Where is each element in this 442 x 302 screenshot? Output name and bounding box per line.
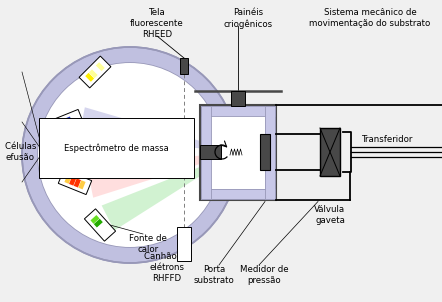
Bar (260, 134, 270, 170)
Bar (177, 227, 191, 261)
Polygon shape (74, 178, 81, 188)
Polygon shape (102, 152, 238, 230)
Polygon shape (85, 73, 94, 82)
Bar (211, 115, 265, 188)
Polygon shape (87, 152, 238, 198)
Text: Tela
fluorescente
RHEED: Tela fluorescente RHEED (130, 8, 184, 39)
Bar (200, 104, 276, 200)
Bar (201, 105, 211, 198)
Text: Canhão de
elétrons
RHFFD: Canhão de elétrons RHFFD (144, 252, 190, 283)
Polygon shape (89, 69, 98, 78)
Polygon shape (58, 169, 92, 194)
Polygon shape (66, 117, 73, 126)
Polygon shape (79, 56, 111, 88)
Polygon shape (94, 219, 103, 227)
Bar (201, 105, 275, 115)
Polygon shape (97, 223, 106, 231)
Bar (265, 105, 275, 198)
Bar (180, 58, 188, 74)
Polygon shape (84, 209, 116, 241)
Bar (201, 188, 275, 198)
Text: Válvula
gaveta: Válvula gaveta (314, 205, 346, 225)
Bar (200, 145, 221, 159)
Polygon shape (57, 120, 64, 129)
Bar (320, 128, 340, 176)
Polygon shape (50, 109, 84, 135)
Text: Células de
efusão: Células de efusão (5, 142, 50, 162)
Text: Espectrômetro de massa: Espectrômetro de massa (64, 143, 169, 153)
Polygon shape (91, 215, 99, 224)
Polygon shape (61, 118, 69, 127)
Polygon shape (70, 115, 78, 124)
Polygon shape (100, 226, 110, 235)
Text: Painéis
criogênicos: Painéis criogênicos (224, 8, 273, 29)
Polygon shape (69, 176, 76, 186)
Bar (231, 91, 245, 105)
Polygon shape (78, 180, 86, 189)
Circle shape (38, 63, 222, 247)
Polygon shape (79, 107, 238, 152)
Polygon shape (65, 175, 72, 184)
Text: Medidor de
pressão: Medidor de pressão (240, 265, 288, 285)
Text: Transferidor: Transferidor (362, 136, 414, 144)
Text: Porta
substrato: Porta substrato (194, 265, 234, 285)
Polygon shape (92, 66, 101, 75)
Text: Sistema mecânico de
movimentação do substrato: Sistema mecânico de movimentação do subs… (309, 8, 431, 28)
Polygon shape (96, 62, 105, 71)
Text: Fonte de
calor: Fonte de calor (129, 234, 167, 254)
